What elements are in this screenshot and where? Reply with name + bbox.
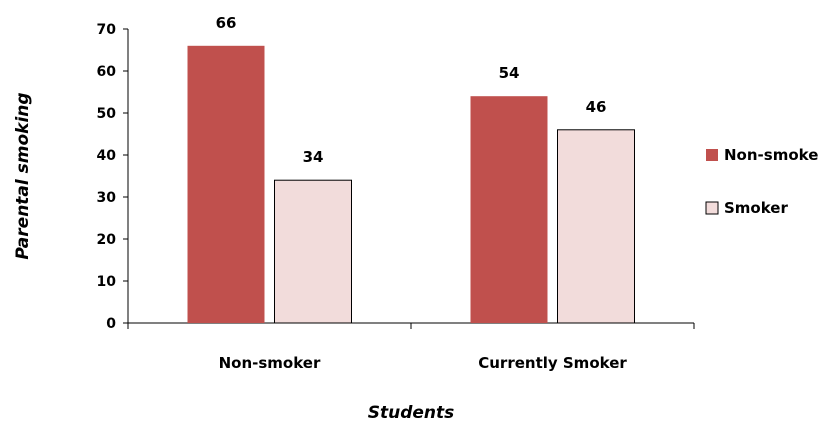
legend-label: Smoker xyxy=(724,199,788,217)
y-tick-label: 20 xyxy=(97,232,117,248)
x-category-label: Currently Smoker xyxy=(478,354,627,372)
y-tick-label: 10 xyxy=(97,274,117,290)
data-label: 54 xyxy=(499,64,520,82)
y-axis-title: Parental smoking xyxy=(13,92,33,259)
y-tick-label: 70 xyxy=(97,22,117,38)
legend-swatch xyxy=(706,149,718,161)
category-labels: Non-smoker Currently Smoker xyxy=(219,354,628,372)
bar-2-2 xyxy=(557,129,635,324)
legend-label: Non-smoker xyxy=(724,146,818,164)
x-category-label: Non-smoker xyxy=(219,354,321,372)
bar-1-2 xyxy=(274,179,352,324)
y-tick-label: 60 xyxy=(97,64,117,80)
y-tick-label: 50 xyxy=(97,106,117,122)
legend: Non-smoker Smoker xyxy=(705,146,818,217)
plot-area: 0 10 20 30 40 50 60 70 66 34 54 46 Non-smoker Curre… xyxy=(97,14,695,372)
data-labels: 66 34 54 46 xyxy=(216,14,607,166)
legend-swatch xyxy=(705,201,719,215)
x-axis-title: Students xyxy=(368,403,455,423)
bars xyxy=(187,45,635,324)
data-label: 66 xyxy=(216,14,237,32)
data-label: 34 xyxy=(303,148,324,166)
y-tick-label: 30 xyxy=(97,190,117,206)
bar-2-1 xyxy=(470,96,548,323)
bar-1-1 xyxy=(187,45,265,324)
y-tick-label: 0 xyxy=(106,316,116,332)
data-label: 46 xyxy=(586,98,607,116)
y-tick-label: 40 xyxy=(97,148,117,164)
x-ticks xyxy=(127,323,695,329)
y-ticks: 0 10 20 30 40 50 60 70 xyxy=(97,22,128,332)
